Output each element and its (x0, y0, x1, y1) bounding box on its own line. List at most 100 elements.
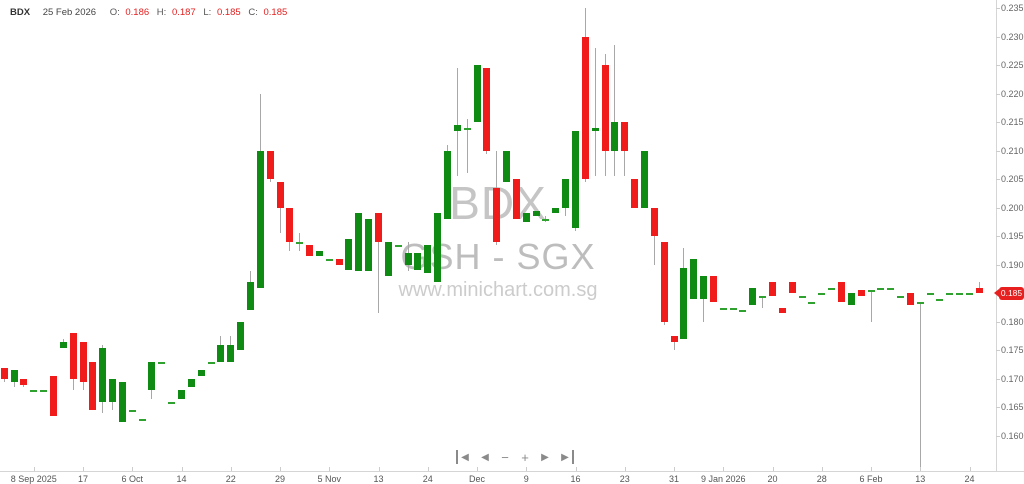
candle[interactable] (463, 127, 471, 130)
candle[interactable] (483, 67, 491, 151)
candle[interactable] (503, 150, 511, 183)
candle[interactable] (788, 281, 796, 294)
candle[interactable] (138, 418, 146, 421)
candle[interactable] (936, 299, 944, 302)
candle[interactable] (572, 130, 579, 228)
candle[interactable] (660, 241, 668, 322)
candle[interactable] (394, 244, 402, 247)
zoom-out-button[interactable]: − (501, 449, 509, 465)
candle[interactable] (178, 390, 185, 399)
candle[interactable] (443, 150, 451, 220)
candle[interactable] (0, 367, 8, 379)
candle[interactable] (552, 207, 560, 214)
candle[interactable] (256, 150, 264, 288)
candle[interactable] (30, 390, 38, 393)
candle[interactable] (621, 122, 629, 151)
candle[interactable] (109, 378, 117, 402)
candle[interactable] (89, 361, 97, 411)
candle[interactable] (384, 241, 392, 277)
candle[interactable] (158, 361, 166, 364)
candle[interactable] (837, 281, 845, 302)
candle[interactable] (680, 267, 688, 339)
candle[interactable] (375, 213, 382, 242)
candle[interactable] (956, 293, 964, 296)
candle[interactable] (749, 287, 757, 305)
candle[interactable] (453, 124, 461, 131)
zoom-in-button[interactable]: + (521, 449, 529, 465)
candle[interactable] (926, 293, 934, 296)
candle[interactable] (424, 244, 432, 274)
candle[interactable] (532, 210, 540, 217)
candle[interactable] (591, 127, 599, 131)
candle[interactable] (916, 301, 924, 304)
candle[interactable] (207, 361, 215, 364)
candle[interactable] (798, 296, 806, 299)
candle[interactable] (670, 336, 678, 342)
candle[interactable] (700, 276, 708, 300)
candle[interactable] (10, 370, 18, 382)
candle[interactable] (345, 239, 353, 271)
step-back-button[interactable]: ◀ (481, 451, 489, 463)
candle[interactable] (946, 293, 954, 296)
candle[interactable] (217, 344, 225, 362)
candle[interactable] (414, 253, 422, 271)
candle[interactable] (473, 65, 481, 123)
candle[interactable] (640, 150, 648, 208)
skip-to-start-button[interactable]: ◀ (456, 450, 471, 464)
candle[interactable] (355, 213, 363, 271)
candle[interactable] (808, 301, 816, 304)
candle[interactable] (739, 310, 747, 313)
candle[interactable] (631, 179, 639, 208)
candle[interactable] (246, 281, 254, 311)
candle[interactable] (906, 293, 914, 305)
candle[interactable] (296, 241, 304, 244)
candle[interactable] (759, 296, 767, 299)
candle[interactable] (306, 244, 314, 257)
candle[interactable] (857, 290, 865, 297)
candle[interactable] (719, 307, 727, 310)
candle[interactable] (877, 287, 885, 290)
candle[interactable] (276, 182, 284, 208)
candle[interactable] (79, 341, 87, 382)
candle[interactable] (887, 287, 895, 290)
candle[interactable] (818, 293, 826, 296)
candle[interactable] (227, 344, 235, 362)
candle[interactable] (966, 293, 973, 296)
candle[interactable] (769, 281, 776, 297)
candle[interactable] (315, 250, 323, 257)
skip-to-end-button[interactable]: ▶ (559, 450, 574, 464)
candle[interactable] (562, 179, 570, 208)
candle[interactable] (49, 376, 57, 417)
candle[interactable] (335, 259, 343, 265)
candle[interactable] (828, 287, 836, 290)
candle[interactable] (729, 307, 737, 310)
candle[interactable] (40, 390, 48, 393)
candle[interactable] (118, 381, 126, 422)
candle[interactable] (493, 187, 501, 242)
candle[interactable] (266, 150, 274, 180)
candle[interactable] (601, 65, 609, 151)
candle[interactable] (522, 213, 530, 222)
candle[interactable] (286, 207, 294, 242)
candle[interactable] (975, 287, 983, 294)
candle[interactable] (69, 333, 77, 379)
candle[interactable] (611, 122, 619, 151)
candle[interactable] (434, 213, 442, 282)
candle[interactable] (867, 290, 875, 293)
candle[interactable] (778, 307, 786, 314)
candle[interactable] (99, 347, 107, 402)
candle[interactable] (59, 341, 67, 348)
candle[interactable] (581, 36, 589, 180)
candle[interactable] (365, 219, 373, 271)
candle[interactable] (237, 321, 245, 351)
candle[interactable] (128, 410, 136, 413)
candle[interactable] (148, 361, 156, 391)
candle[interactable] (168, 401, 176, 404)
candle[interactable] (690, 259, 698, 300)
step-forward-button[interactable]: ▶ (541, 451, 549, 463)
candle[interactable] (325, 259, 333, 262)
candle[interactable] (847, 293, 855, 305)
candle[interactable] (404, 253, 412, 265)
candle[interactable] (512, 179, 520, 220)
candle[interactable] (187, 378, 195, 388)
